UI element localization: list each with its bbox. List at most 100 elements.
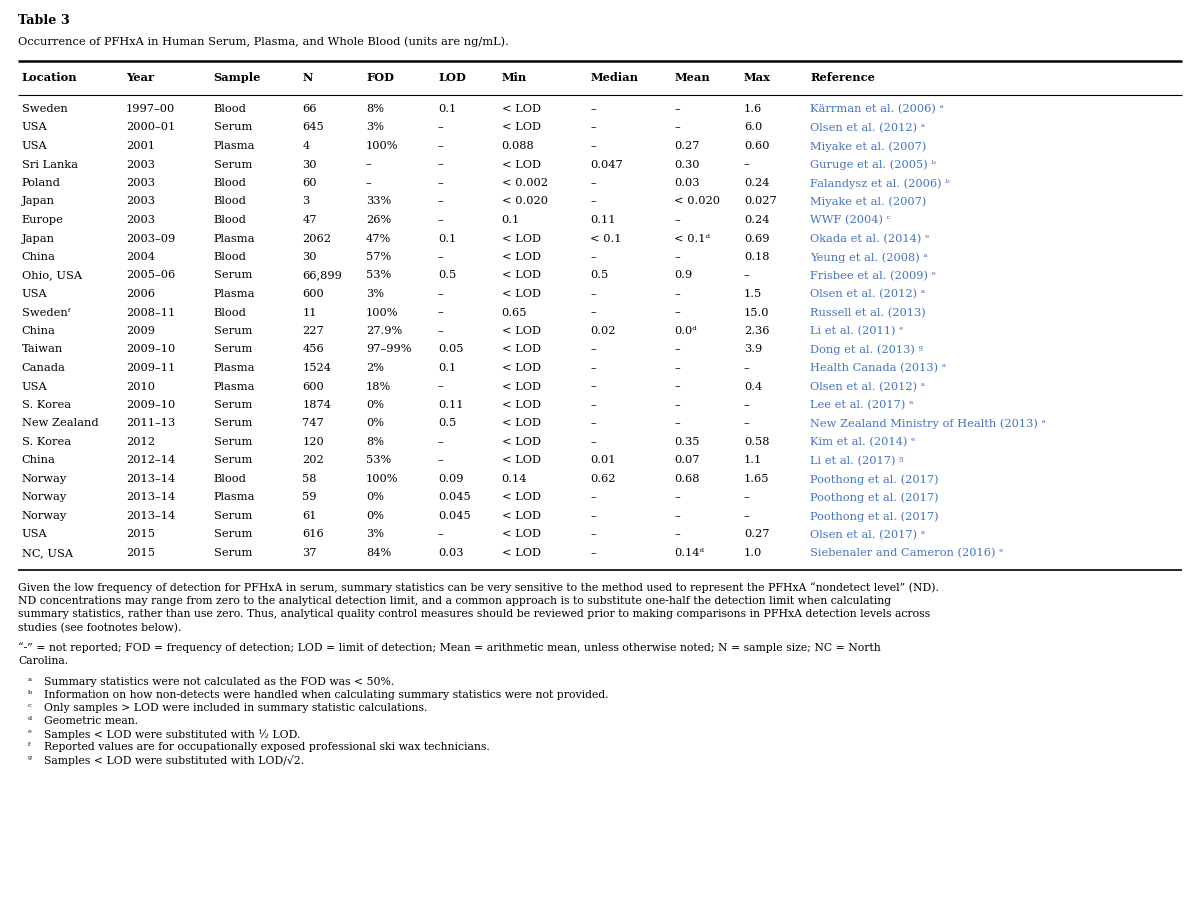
Text: 0.045: 0.045 (438, 510, 470, 520)
Text: 100%: 100% (366, 473, 398, 483)
Text: 2003–09: 2003–09 (126, 233, 175, 243)
Text: Li et al. (2011) ᵉ: Li et al. (2011) ᵉ (810, 326, 904, 336)
Text: 2009–10: 2009–10 (126, 399, 175, 410)
Text: Serum: Serum (214, 159, 252, 170)
Text: 0.35: 0.35 (674, 436, 700, 446)
Text: Blood: Blood (214, 178, 246, 188)
Text: –: – (438, 436, 444, 446)
Text: Siebenaler and Cameron (2016) ᵉ: Siebenaler and Cameron (2016) ᵉ (810, 547, 1003, 558)
Text: 0%: 0% (366, 418, 384, 428)
Text: 53%: 53% (366, 455, 391, 465)
Text: < LOD: < LOD (502, 104, 540, 114)
Text: Given the low frequency of detection for PFHxA in serum, summary statistics can : Given the low frequency of detection for… (18, 582, 938, 592)
Text: 0.05: 0.05 (438, 344, 463, 354)
Text: 57%: 57% (366, 252, 391, 262)
Text: 27.9%: 27.9% (366, 326, 402, 336)
Text: 8%: 8% (366, 104, 384, 114)
Text: Serum: Serum (214, 529, 252, 539)
Text: 2011–13: 2011–13 (126, 418, 175, 428)
Text: –: – (674, 381, 680, 391)
Text: –: – (438, 455, 444, 465)
Text: Olsen et al. (2012) ᵃ: Olsen et al. (2012) ᵃ (810, 123, 925, 133)
Text: Olsen et al. (2012) ᵃ: Olsen et al. (2012) ᵃ (810, 289, 925, 299)
Text: USA: USA (22, 123, 47, 133)
Text: 2009–10: 2009–10 (126, 344, 175, 354)
Text: –: – (744, 510, 750, 520)
Text: 59: 59 (302, 492, 317, 502)
Text: 0.5: 0.5 (438, 270, 456, 280)
Text: Mean: Mean (674, 72, 710, 83)
Text: < LOD: < LOD (502, 381, 540, 391)
Text: < LOD: < LOD (502, 289, 540, 299)
Text: 0.5: 0.5 (590, 270, 608, 280)
Text: 0.11: 0.11 (590, 215, 616, 225)
Text: ᵇ: ᵇ (28, 690, 32, 699)
Text: 26%: 26% (366, 215, 391, 225)
Text: Samples < LOD were substituted with ½ LOD.: Samples < LOD were substituted with ½ LO… (44, 729, 300, 740)
Text: Blood: Blood (214, 196, 246, 206)
Text: 0.1: 0.1 (438, 363, 456, 373)
Text: < LOD: < LOD (502, 270, 540, 280)
Text: 33%: 33% (366, 196, 391, 206)
Text: –: – (438, 159, 444, 170)
Text: 1874: 1874 (302, 399, 331, 410)
Text: 202: 202 (302, 455, 324, 465)
Text: Year: Year (126, 72, 154, 83)
Text: –: – (438, 123, 444, 133)
Text: 2015: 2015 (126, 529, 155, 539)
Text: Plasma: Plasma (214, 363, 256, 373)
Text: 61: 61 (302, 510, 317, 520)
Text: N: N (302, 72, 313, 83)
Text: 100%: 100% (366, 307, 398, 317)
Text: –: – (590, 252, 596, 262)
Text: –: – (590, 178, 596, 188)
Text: S. Korea: S. Korea (22, 436, 71, 446)
Text: 2008–11: 2008–11 (126, 307, 175, 317)
Text: 30: 30 (302, 159, 317, 170)
Text: < 0.002: < 0.002 (502, 178, 547, 188)
Text: –: – (674, 104, 680, 114)
Text: 6.0: 6.0 (744, 123, 762, 133)
Text: Japan: Japan (22, 233, 55, 243)
Text: –: – (438, 178, 444, 188)
Text: Lee et al. (2017) ᵃ: Lee et al. (2017) ᵃ (810, 399, 913, 410)
Text: < LOD: < LOD (502, 326, 540, 336)
Text: Serum: Serum (214, 344, 252, 354)
Text: 0.0ᵈ: 0.0ᵈ (674, 326, 697, 336)
Text: 0.1: 0.1 (438, 104, 456, 114)
Text: Serum: Serum (214, 270, 252, 280)
Text: –: – (438, 326, 444, 336)
Text: 2010: 2010 (126, 381, 155, 391)
Text: 1524: 1524 (302, 363, 331, 373)
Text: 4: 4 (302, 141, 310, 151)
Text: –: – (590, 529, 596, 539)
Text: Europe: Europe (22, 215, 64, 225)
Text: 2001: 2001 (126, 141, 155, 151)
Text: –: – (438, 381, 444, 391)
Text: –: – (674, 344, 680, 354)
Text: New Zealand Ministry of Health (2013) ᵃ: New Zealand Ministry of Health (2013) ᵃ (810, 418, 1046, 429)
Text: –: – (438, 141, 444, 151)
Text: < LOD: < LOD (502, 123, 540, 133)
Text: Geometric mean.: Geometric mean. (44, 716, 138, 726)
Text: USA: USA (22, 381, 47, 391)
Text: 1.65: 1.65 (744, 473, 769, 483)
Text: –: – (590, 141, 596, 151)
Text: 0.01: 0.01 (590, 455, 616, 465)
Text: 0.045: 0.045 (438, 492, 470, 502)
Text: < 0.1ᵈ: < 0.1ᵈ (674, 233, 710, 243)
Text: 645: 645 (302, 123, 324, 133)
Text: 2013–14: 2013–14 (126, 473, 175, 483)
Text: 0.58: 0.58 (744, 436, 769, 446)
Text: 2012: 2012 (126, 436, 155, 446)
Text: –: – (590, 492, 596, 502)
Text: China: China (22, 455, 55, 465)
Text: 0.60: 0.60 (744, 141, 769, 151)
Text: –: – (438, 215, 444, 225)
Text: –: – (590, 363, 596, 373)
Text: 0.24: 0.24 (744, 215, 769, 225)
Text: Poothong et al. (2017): Poothong et al. (2017) (810, 473, 938, 484)
Text: ᵍ: ᵍ (28, 755, 32, 764)
Text: 0.027: 0.027 (744, 196, 776, 206)
Text: 0.30: 0.30 (674, 159, 700, 170)
